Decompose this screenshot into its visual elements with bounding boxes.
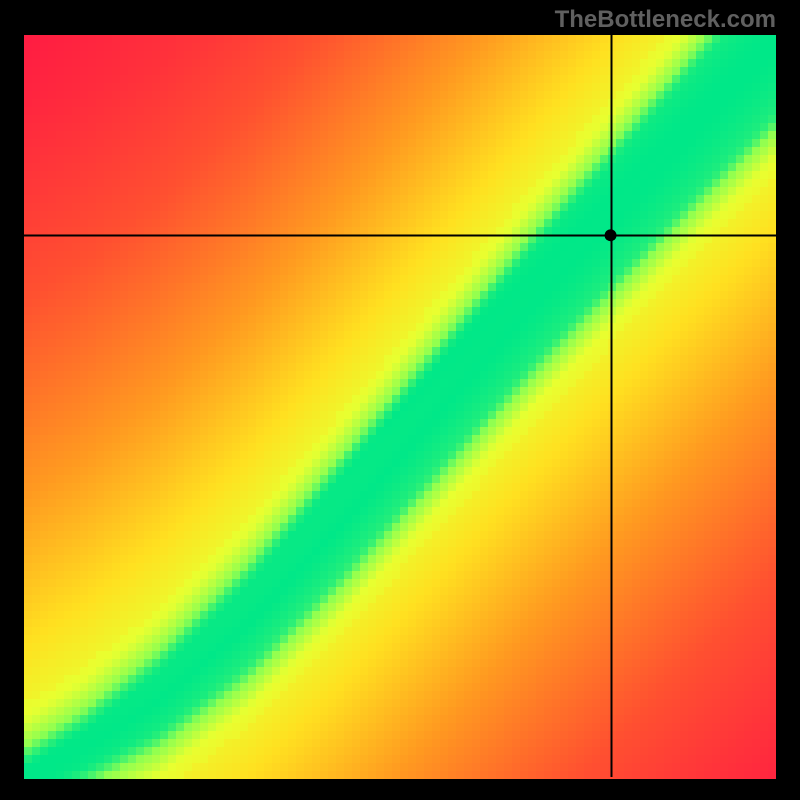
watermark-text: TheBottleneck.com	[555, 6, 776, 34]
chart-container: TheBottleneck.com	[0, 0, 800, 800]
heatmap-canvas	[0, 0, 800, 800]
